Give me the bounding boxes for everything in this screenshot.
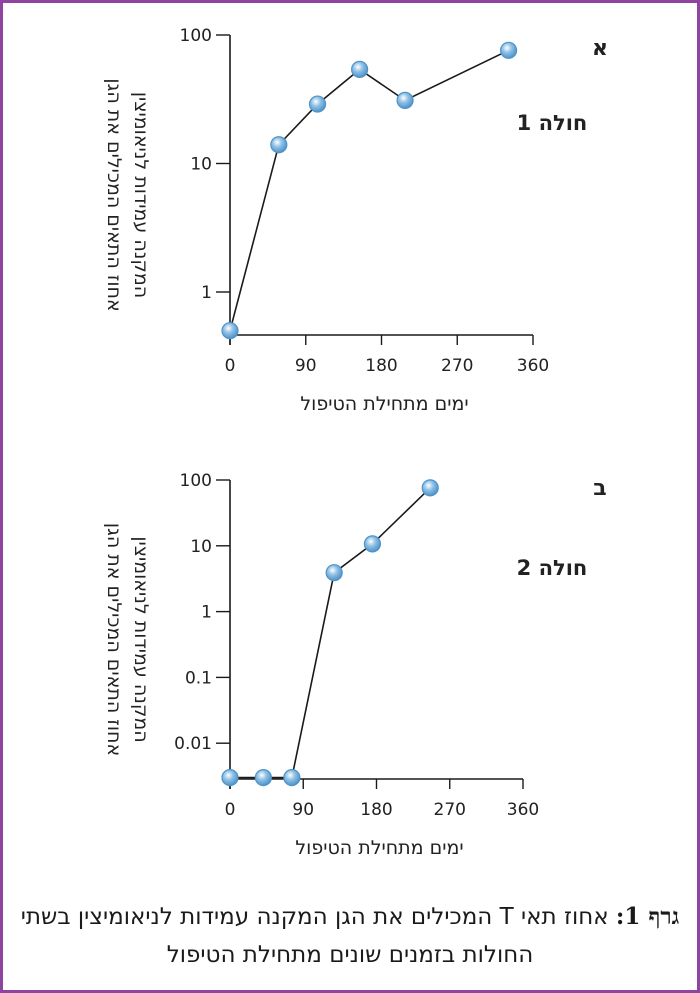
- data-point: [396, 91, 414, 109]
- y-tick-label: 10: [190, 155, 212, 175]
- x-axis-label: ימים מתחילת הטיפול: [300, 393, 468, 415]
- y-axis-label: המקנה עמידות לניאומיצין: [130, 536, 152, 742]
- y-tick-label: 0.1: [185, 668, 212, 688]
- x-tick-label: 0: [225, 356, 236, 376]
- data-point: [221, 322, 239, 340]
- panel-label: א: [592, 36, 608, 61]
- series-label: חולה 1: [517, 111, 588, 135]
- data-point: [325, 564, 343, 582]
- data-point: [221, 769, 239, 787]
- x-tick-label: 90: [295, 356, 317, 376]
- caption-label: גרף 1:: [615, 903, 680, 930]
- x-tick-label: 270: [441, 356, 473, 376]
- x-tick-label: 360: [507, 800, 539, 820]
- data-point: [351, 60, 369, 78]
- y-tick-label: 1: [201, 283, 212, 303]
- x-tick-label: 360: [517, 356, 549, 376]
- y-tick-label: 10: [190, 537, 212, 557]
- data-point: [363, 535, 382, 553]
- data-point: [283, 769, 301, 787]
- series-line: [230, 487, 431, 779]
- y-axis-label: אחוז התאים המכילים את הגן: [103, 523, 125, 756]
- x-axis-label: ימים מתחילת הטיפול: [295, 837, 463, 859]
- data-point: [421, 479, 439, 497]
- x-tick-label: 0: [225, 800, 236, 820]
- y-tick-label: 100: [180, 26, 212, 46]
- y-tick-label: 0.01: [174, 734, 212, 754]
- x-tick-label: 180: [365, 356, 397, 376]
- y-tick-label: 1: [201, 603, 212, 623]
- chart-patient-2: 0.01 0.1 1 10 100 0 90 180 270 360 ימים מתחילת הטי…: [103, 471, 607, 859]
- chart-patient-1: 1 10 100 0 90 180 270 360 ימים מתחילת הטיפול אחוז…: [103, 26, 608, 415]
- series-label: חולה 2: [517, 556, 588, 580]
- figure-caption: גרף 1: אחוז תאי T המכילים את הגן המקנה ע…: [20, 898, 680, 974]
- x-tick-label: 90: [292, 800, 314, 820]
- y-axis-label: המקנה עמידות לניאומיצין: [130, 92, 152, 298]
- caption-text: אחוז תאי T המכילים את הגן המקנה עמידות ל…: [20, 904, 616, 968]
- series-line: [229, 49, 509, 331]
- x-tick-label: 180: [360, 800, 392, 820]
- x-tick-label: 270: [434, 800, 466, 820]
- y-axis-label: אחוז התאים המכילים את הגן: [103, 78, 125, 311]
- panel-label: ב: [593, 476, 606, 501]
- data-point: [308, 95, 327, 113]
- data-point: [270, 136, 288, 154]
- data-point: [499, 41, 518, 59]
- y-tick-label: 100: [180, 471, 212, 491]
- data-point: [254, 769, 272, 787]
